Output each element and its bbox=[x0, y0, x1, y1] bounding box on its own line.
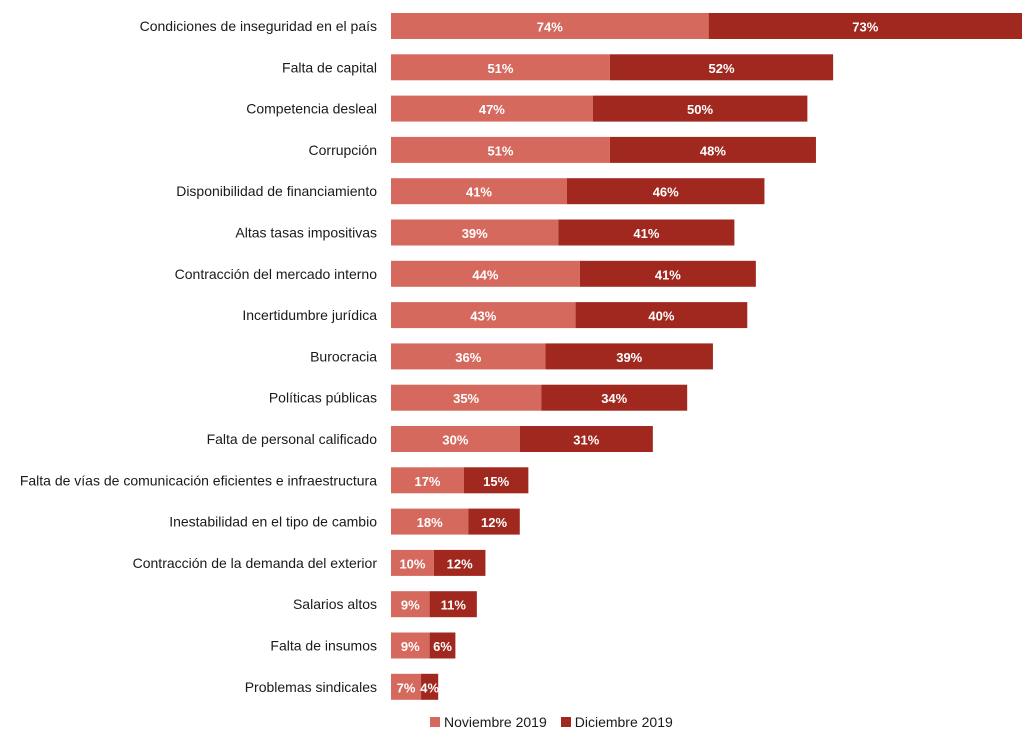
bar-series-1 bbox=[391, 302, 576, 329]
data-label-series-2: 52% bbox=[709, 61, 735, 76]
legend-swatch-series-1 bbox=[430, 717, 440, 727]
data-label-series-2: 12% bbox=[447, 556, 473, 571]
legend-item-series-1: Noviembre 2019 bbox=[430, 714, 547, 730]
category-label: Políticas públicas bbox=[269, 390, 377, 406]
data-label-series-1: 43% bbox=[470, 309, 496, 324]
category-label: Salarios altos bbox=[293, 596, 377, 612]
data-label-series-1: 74% bbox=[537, 20, 563, 35]
category-label: Contracción del mercado interno bbox=[175, 266, 378, 282]
bar-series-1 bbox=[391, 178, 567, 205]
bar-series-2 bbox=[579, 260, 756, 287]
category-label: Corrupción bbox=[309, 142, 377, 158]
bar-series-1 bbox=[391, 591, 430, 618]
data-label-series-2: 11% bbox=[441, 598, 467, 613]
category-label: Falta de insumos bbox=[270, 638, 377, 654]
category-label: Burocracia bbox=[310, 348, 377, 364]
data-label-series-1: 30% bbox=[442, 433, 468, 448]
legend-label-series-2: Diciembre 2019 bbox=[574, 714, 673, 730]
data-label-series-2: 41% bbox=[633, 226, 659, 241]
bar-series-2 bbox=[609, 136, 816, 163]
category-label: Altas tasas impositivas bbox=[235, 225, 377, 241]
bar-series-1 bbox=[391, 260, 580, 287]
legend-label-series-1: Noviembre 2019 bbox=[444, 714, 547, 730]
data-label-series-2: 34% bbox=[601, 391, 627, 406]
data-label-series-1: 35% bbox=[453, 391, 479, 406]
bar-series-2 bbox=[575, 302, 748, 329]
bar-series-2 bbox=[609, 54, 834, 81]
category-label: Falta de personal calificado bbox=[207, 431, 378, 447]
data-label-series-2: 15% bbox=[483, 474, 509, 489]
bar-series-2 bbox=[592, 95, 808, 122]
data-label-series-2: 46% bbox=[653, 185, 679, 200]
bar-series-1 bbox=[391, 673, 422, 700]
bar-series-2 bbox=[541, 384, 688, 411]
data-label-series-2: 50% bbox=[687, 102, 713, 117]
data-label-series-2: 31% bbox=[573, 433, 599, 448]
bars bbox=[391, 13, 1022, 700]
category-labels: Condiciones de inseguridad en el país Fal… bbox=[20, 18, 378, 695]
data-label-series-1: 39% bbox=[462, 226, 488, 241]
category-label: Falta de vías de comunicación eficientes… bbox=[20, 472, 377, 488]
bar-series-1 bbox=[391, 219, 559, 246]
bar-series-1 bbox=[391, 384, 542, 411]
data-label-series-1: 41% bbox=[466, 185, 492, 200]
data-label-series-1: 44% bbox=[472, 267, 498, 282]
data-label-series-2: 12% bbox=[481, 515, 507, 530]
legend-item-series-2: Diciembre 2019 bbox=[560, 714, 673, 730]
bar-series-2 bbox=[421, 673, 439, 700]
bar-series-1 bbox=[391, 136, 610, 163]
bar-series-2 bbox=[545, 343, 713, 370]
category-label: Condiciones de inseguridad en el país bbox=[140, 18, 377, 34]
bar-series-1 bbox=[391, 426, 520, 452]
data-label-series-1: 18% bbox=[417, 515, 443, 530]
data-label-series-1: 9% bbox=[401, 639, 420, 654]
bar-series-1 bbox=[391, 508, 469, 535]
data-label-series-2: 48% bbox=[700, 143, 726, 158]
bar-series-1 bbox=[391, 95, 593, 122]
data-label-series-2: 41% bbox=[655, 267, 681, 282]
category-label: Inestabilidad en el tipo de cambio bbox=[169, 514, 377, 530]
bar-series-2 bbox=[433, 549, 486, 576]
bar-series-1 bbox=[391, 549, 434, 576]
data-label-series-1: 9% bbox=[401, 598, 420, 613]
bar-series-1 bbox=[391, 343, 546, 370]
value-labels: 74% 73% 51% 52% 47% 50% 51% 48% 41% 46% 39% 41% 44% 4… bbox=[397, 20, 879, 696]
data-label-series-1: 47% bbox=[479, 102, 505, 117]
data-label-series-2: 40% bbox=[648, 309, 674, 324]
legend: Noviembre 2019 Diciembre 2019 bbox=[430, 714, 687, 730]
data-label-series-2: 39% bbox=[616, 350, 642, 365]
data-label-series-1: 51% bbox=[487, 61, 513, 76]
data-label-series-2: 4% bbox=[420, 680, 439, 695]
data-label-series-2: 73% bbox=[852, 20, 878, 35]
category-label: Contracción de la demanda del exterior bbox=[133, 555, 378, 571]
bar-series-2 bbox=[429, 632, 456, 659]
bar-series-1 bbox=[391, 54, 610, 81]
bar-series-2 bbox=[463, 467, 529, 494]
category-label: Disponibilidad de financiamiento bbox=[176, 183, 377, 199]
category-label: Competencia desleal bbox=[246, 101, 377, 117]
category-label: Incertidumbre jurídica bbox=[242, 307, 377, 323]
bar-series-2 bbox=[558, 219, 735, 246]
data-label-series-2: 6% bbox=[433, 639, 452, 654]
bar-series-2 bbox=[429, 591, 477, 618]
bar-series-2 bbox=[566, 178, 765, 205]
bar-series-2 bbox=[468, 508, 520, 535]
legend-swatch-series-2 bbox=[560, 717, 571, 727]
bar-series-1 bbox=[391, 467, 464, 494]
bar-series-1 bbox=[391, 13, 709, 39]
bar-series-1 bbox=[391, 632, 430, 659]
bar-series-2 bbox=[519, 426, 653, 452]
category-label: Problemas sindicales bbox=[245, 679, 377, 695]
data-label-series-1: 17% bbox=[414, 474, 440, 489]
category-label: Falta de capital bbox=[282, 59, 377, 75]
data-label-series-1: 10% bbox=[399, 556, 425, 571]
data-label-series-1: 51% bbox=[487, 143, 513, 158]
data-label-series-1: 7% bbox=[397, 680, 416, 695]
bar-series-2 bbox=[708, 13, 1022, 39]
data-label-series-1: 36% bbox=[455, 350, 481, 365]
